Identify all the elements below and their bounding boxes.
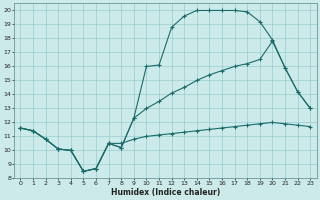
X-axis label: Humidex (Indice chaleur): Humidex (Indice chaleur) (111, 188, 220, 197)
